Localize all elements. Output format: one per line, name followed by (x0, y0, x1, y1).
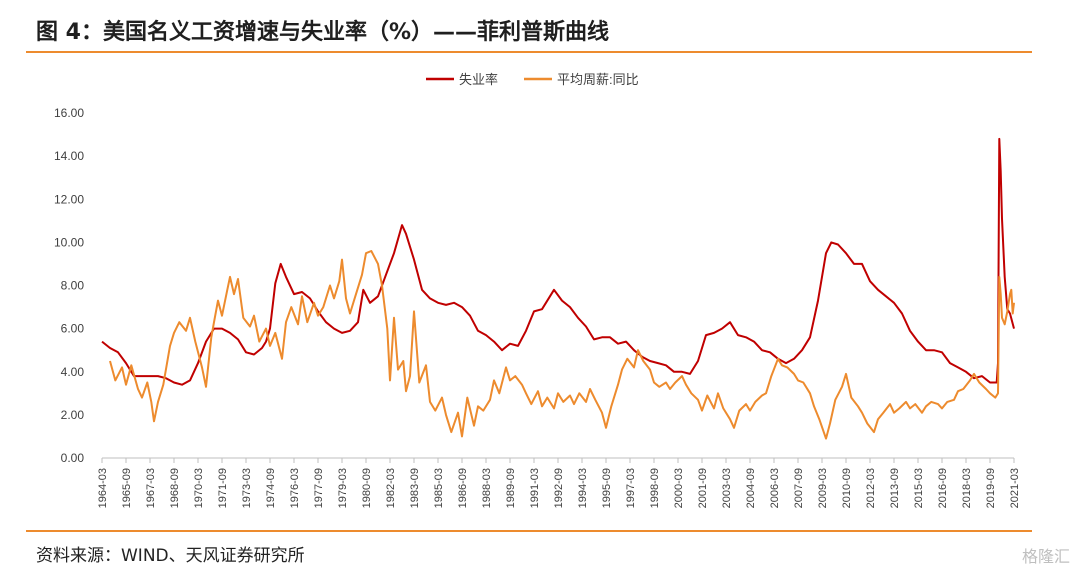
watermark-text: 格隆汇 (1021, 547, 1070, 566)
chart-title: 图 4：美国名义工资增速与失业率（%）——菲利普斯曲线 (36, 20, 610, 45)
title-divider (26, 51, 1032, 53)
x-tick-label: 1974-09 (265, 468, 277, 508)
x-tick-label: 1995-09 (601, 468, 613, 508)
x-tick-label: 2004-09 (745, 468, 757, 508)
x-tick-label: 1970-03 (193, 468, 205, 508)
x-tick-label: 1964-03 (97, 468, 109, 508)
y-tick-label: 0.00 (61, 451, 85, 465)
x-tick-label: 2006-03 (769, 468, 781, 508)
y-tick-label: 8.00 (61, 279, 85, 293)
x-tick-label: 2012-03 (865, 468, 877, 508)
x-tick-label: 2010-09 (841, 468, 853, 508)
x-tick-label: 1998-09 (649, 468, 661, 508)
source-note: 资料来源：WIND、天风证券研究所 (36, 546, 305, 566)
x-tick-label: 1985-03 (433, 468, 445, 508)
x-tick-label: 2021-03 (1009, 468, 1021, 508)
unemployment-rate-line (101, 137, 1015, 386)
x-tick-label: 1992-09 (553, 468, 565, 508)
x-tick-label: 1980-09 (361, 468, 373, 508)
x-tick-label: 1997-03 (625, 468, 637, 508)
x-tick-label: 1991-03 (529, 468, 541, 508)
y-tick-label: 2.00 (61, 408, 85, 422)
x-tick-label: 2013-09 (889, 468, 901, 508)
x-tick-label: 1971-09 (217, 468, 229, 508)
x-tick-label: 2018-03 (961, 468, 973, 508)
x-tick-label: 1965-09 (121, 468, 133, 508)
x-tick-label: 1989-09 (505, 468, 517, 508)
y-tick-label: 12.00 (54, 192, 84, 206)
x-tick-label: 2015-03 (913, 468, 925, 508)
x-tick-label: 1988-03 (481, 468, 493, 508)
x-tick-label: 1986-09 (457, 468, 469, 508)
x-tick-label: 1982-03 (385, 468, 397, 508)
x-tick-label: 2016-09 (937, 468, 949, 508)
y-tick-label: 4.00 (61, 365, 85, 379)
y-tick-label: 10.00 (54, 235, 84, 249)
x-tick-label: 2019-09 (985, 468, 997, 508)
x-tick-label: 1979-03 (337, 468, 349, 508)
footer-divider (26, 530, 1032, 532)
legend-label: 失业率 (459, 72, 498, 87)
x-tick-label: 2001-09 (697, 468, 709, 508)
x-tick-label: 2007-09 (793, 468, 805, 508)
x-tick-label: 2009-03 (817, 468, 829, 508)
y-tick-label: 6.00 (61, 322, 85, 336)
y-tick-label: 16.00 (54, 106, 84, 120)
x-tick-label: 1976-03 (289, 468, 301, 508)
x-tick-label: 1973-03 (241, 468, 253, 508)
x-tick-label: 1967-03 (145, 468, 157, 508)
y-tick-label: 14.00 (54, 149, 84, 163)
x-tick-label: 1968-09 (169, 468, 181, 508)
legend-label: 平均周薪:同比 (557, 72, 639, 87)
x-tick-label: 1994-03 (577, 468, 589, 508)
x-tick-label: 1983-09 (409, 468, 421, 508)
x-tick-label: 1977-09 (313, 468, 325, 508)
x-tick-label: 2000-03 (673, 468, 685, 508)
x-tick-label: 2003-03 (721, 468, 733, 508)
weekly-wage-yoy-line (109, 250, 1015, 440)
